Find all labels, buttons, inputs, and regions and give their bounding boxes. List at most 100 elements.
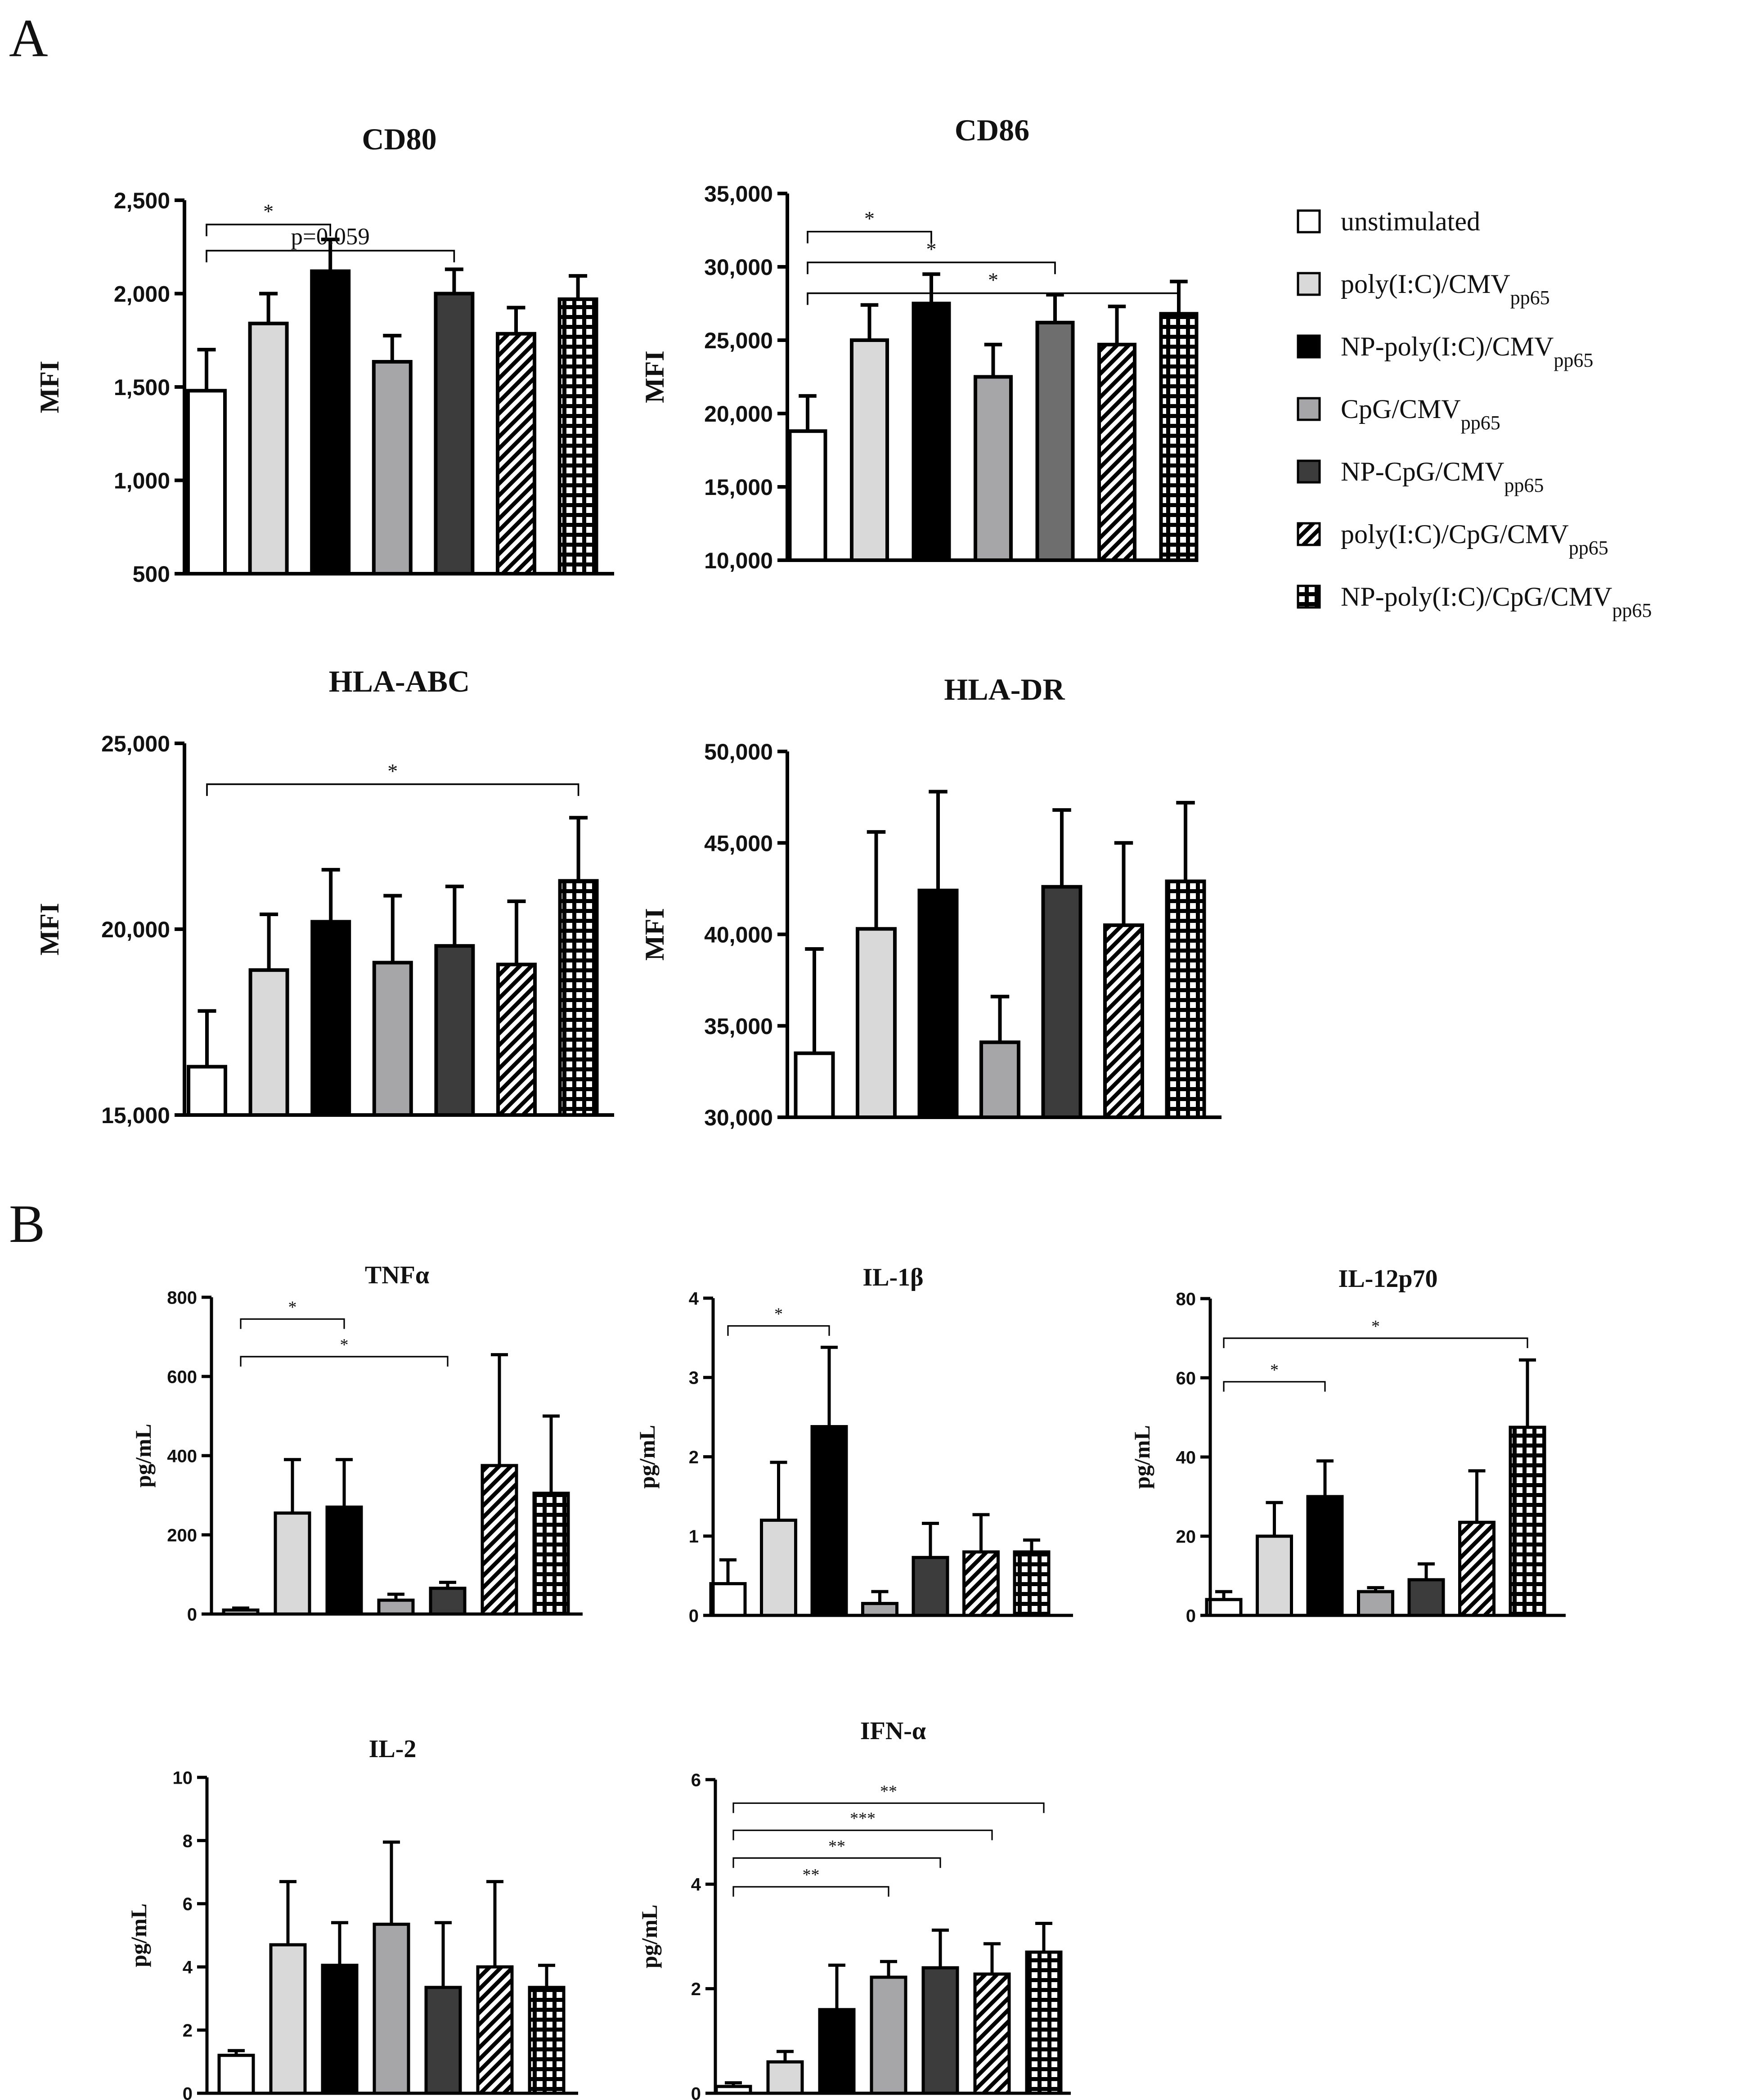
- y-tick-label: 1,000: [114, 468, 170, 494]
- bar-unstim: [788, 429, 827, 562]
- bar-np_polyIC: [325, 1505, 363, 1616]
- y-tick-label: 15,000: [101, 1103, 170, 1128]
- bar-polyIC: [856, 927, 897, 1119]
- y-tick-label: 0: [689, 1606, 699, 1626]
- y-tick-label: 2: [689, 1448, 699, 1467]
- y-tick-label: 45,000: [704, 831, 773, 856]
- legend-label-np_polyIC_cpg: NP-poly(I:C)/CpG/CMVpp65: [1341, 582, 1652, 621]
- y-axis-label: pg/mL: [130, 1424, 156, 1488]
- legend-label-np_cpg: NP-CpG/CMVpp65: [1341, 457, 1544, 496]
- y-tick-label: 20: [1176, 1527, 1196, 1547]
- y-tick-label: 0: [183, 2084, 193, 2100]
- chart-il-1: IL-1β pg/mL 0 1 2 3 4 *: [634, 1264, 1073, 1626]
- y-tick-label: 60: [1176, 1368, 1196, 1388]
- bar-cpg: [372, 360, 413, 576]
- bar-np_cpg: [1035, 320, 1075, 562]
- y-axis-label: pg/mL: [637, 1905, 662, 1969]
- y-tick-label: 0: [691, 2084, 701, 2100]
- y-tick-label: 2,000: [114, 282, 170, 307]
- y-tick-label: 0: [1186, 1606, 1196, 1626]
- significance-label: *: [288, 1298, 297, 1317]
- y-tick-label: 2,500: [114, 188, 170, 213]
- bar-np_cpg: [912, 1556, 949, 1617]
- significance-label: **: [880, 1782, 897, 1801]
- bar-np_cpg: [1041, 885, 1082, 1120]
- significance-bracket: [240, 1318, 345, 1329]
- bar-unstim: [217, 2054, 255, 2095]
- chart-title: IFN-α: [860, 1717, 926, 1745]
- bar-cpg: [974, 375, 1013, 562]
- bar-polyIC_cpg: [1103, 923, 1144, 1120]
- bar-np_cpg: [1407, 1578, 1445, 1617]
- y-axis-label: MFI: [35, 903, 64, 956]
- bar-unstim: [794, 1051, 835, 1120]
- bar-np_polyIC: [321, 1964, 359, 2095]
- chart-il-2: IL-2 pg/mL 0 2 4 6 8 10: [126, 1735, 578, 2100]
- chart-title: IL-2: [369, 1735, 417, 1763]
- y-axis-label: pg/mL: [1129, 1425, 1154, 1489]
- bar-cpg: [373, 1922, 410, 2095]
- bar-polyIC_cpg: [962, 1550, 1000, 1617]
- significance-bracket: [1223, 1381, 1326, 1392]
- legend-swatch-np_cpg: [1297, 459, 1321, 484]
- panel-label-b: B: [9, 1194, 45, 1254]
- bar-polyIC: [850, 338, 889, 562]
- bar-polyIC: [766, 2060, 804, 2095]
- bar-polyIC_cpg: [496, 332, 536, 576]
- significance-label: *: [1270, 1361, 1279, 1380]
- bar-np_polyIC_cpg: [1509, 1425, 1546, 1617]
- bar-np_polyIC: [1306, 1495, 1344, 1617]
- bar-np_polyIC_cpg: [1013, 1550, 1051, 1617]
- chart-cd86: CD86 MFI 10,000 15,000 20,000 25,000 30,000 35,…: [640, 113, 1199, 573]
- y-tick-label: 10: [173, 1768, 193, 1788]
- bar-cpg: [979, 1040, 1020, 1119]
- bar-np_polyIC_cpg: [532, 1492, 570, 1616]
- bar-polyIC: [274, 1511, 311, 1616]
- bar-polyIC_cpg: [481, 1464, 518, 1616]
- significance-bracket: [807, 292, 1180, 305]
- y-tick-label: 35,000: [704, 1014, 773, 1039]
- y-tick-label: 25,000: [101, 731, 170, 756]
- chart-title: IL-1β: [862, 1264, 923, 1291]
- chart-hla-dr: HLA-DR MFI 30,000 35,000 40,000 45,000 50,000: [640, 672, 1222, 1130]
- y-tick-label: 0: [187, 1605, 197, 1624]
- bar-np_polyIC_cpg: [1159, 312, 1199, 562]
- bar-np_polyIC: [810, 1425, 848, 1617]
- chart-title: CD80: [362, 122, 436, 156]
- bar-unstim: [186, 389, 227, 576]
- y-tick-label: 4: [691, 1875, 701, 1895]
- chart-title: HLA-ABC: [329, 664, 470, 698]
- significance-label: *: [340, 1336, 349, 1354]
- significance-bracket: [240, 1356, 449, 1367]
- y-tick-label: 4: [689, 1289, 699, 1309]
- y-tick-label: 80: [1176, 1289, 1196, 1309]
- bar-cpg: [377, 1598, 415, 1616]
- y-axis-label: MFI: [640, 351, 669, 403]
- y-tick-label: 3: [689, 1368, 699, 1388]
- bar-np_polyIC: [310, 269, 351, 576]
- significance-bracket: [732, 1802, 1045, 1813]
- significance-bracket: [807, 261, 1056, 274]
- bar-cpg: [861, 1602, 898, 1617]
- legend-label-np_polyIC: NP-poly(I:C)/CMVpp65: [1341, 332, 1593, 371]
- y-tick-label: 200: [167, 1525, 197, 1545]
- y-axis-label: pg/mL: [634, 1425, 660, 1489]
- bar-polyIC_cpg: [1097, 342, 1136, 562]
- y-tick-label: 30,000: [704, 255, 773, 280]
- y-tick-label: 1,500: [114, 375, 170, 400]
- y-tick-label: 10,000: [704, 548, 773, 573]
- panel-label-a: A: [9, 8, 48, 68]
- chart-hla-abc: HLA-ABC MFI 15,000 20,000 25,000 *: [35, 664, 614, 1128]
- y-tick-label: 40,000: [704, 922, 773, 948]
- legend-label-cpg: CpG/CMVpp65: [1341, 394, 1500, 434]
- significance-label: *: [864, 207, 875, 230]
- significance-label: *: [926, 238, 937, 261]
- legend-swatch-unstim: [1297, 209, 1321, 234]
- bar-polyIC: [248, 968, 289, 1117]
- y-tick-label: 20,000: [101, 917, 170, 942]
- bar-cpg: [372, 961, 413, 1117]
- bar-np_polyIC: [818, 2008, 856, 2095]
- y-tick-label: 2: [691, 1979, 701, 1999]
